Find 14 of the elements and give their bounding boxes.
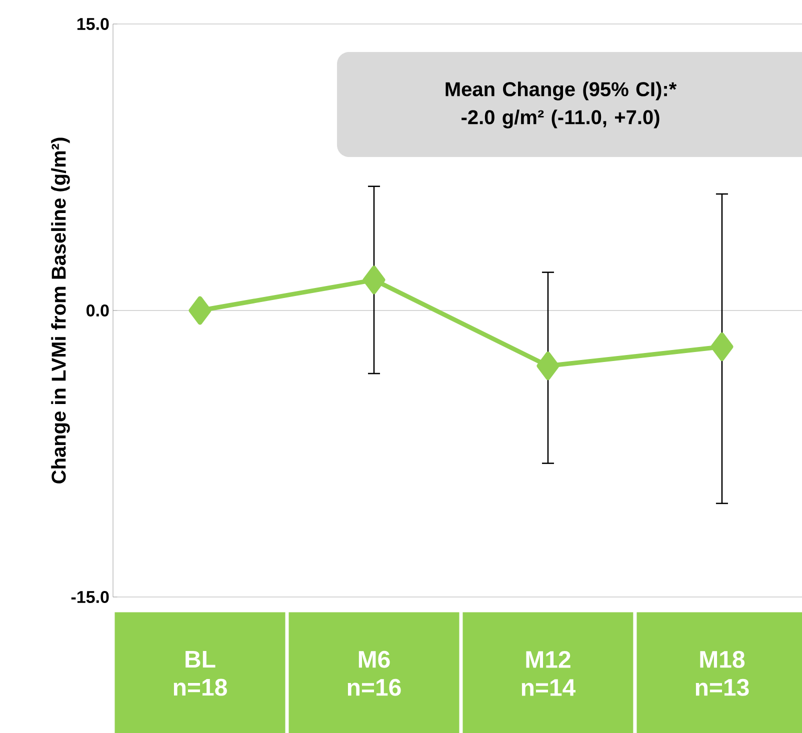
y-tick-label: -15.0 [71, 590, 109, 604]
annotation: -2.0 g/m² (-11.0, +7.0) [462, 110, 660, 128]
point [710, 332, 734, 362]
y-tick-label: 15.0 [77, 18, 109, 30]
x-tick-label: M12 n=14 [522, 651, 576, 696]
y-axis-title: Change in LVMi from Baseline (g/m²) [51, 138, 70, 484]
x-tick-label: BL n=18 [174, 651, 227, 696]
point [536, 352, 560, 380]
y-tick-label: 0.0 [86, 304, 109, 317]
x-tick-label: M18 n=13 [696, 650, 749, 696]
x-tick-label: M6 n=16 [348, 650, 401, 696]
point [188, 296, 212, 325]
point [362, 266, 386, 294]
annotation: Mean Change (95% CI):* [446, 82, 677, 100]
